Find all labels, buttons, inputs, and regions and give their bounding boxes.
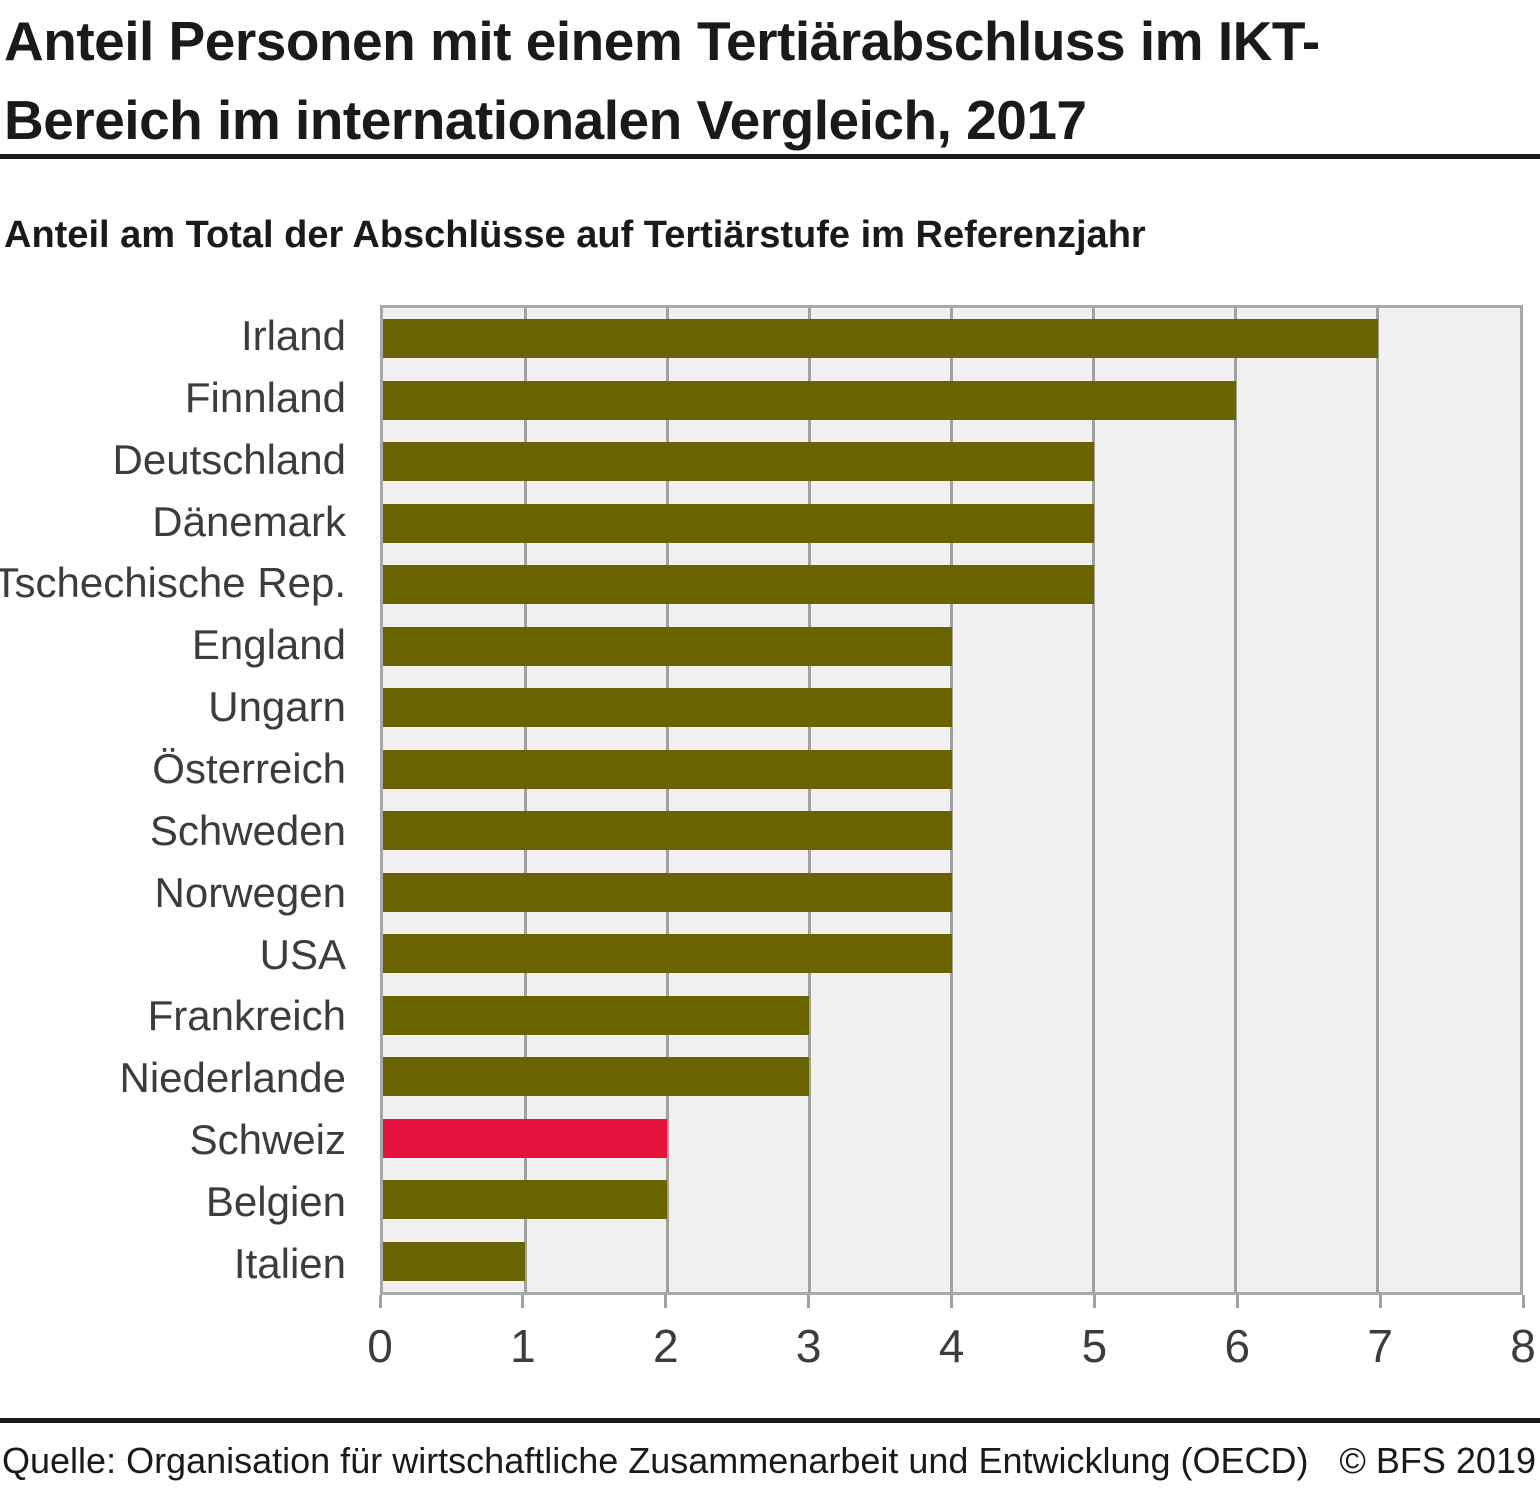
- copyright-text: © BFS 2019: [1339, 1440, 1536, 1481]
- axis-tick-label: 0: [367, 1320, 393, 1372]
- category-label: Ungarn: [208, 683, 346, 731]
- category-labels: Irland Finnland Deutschland Dänemark Tschech…: [0, 305, 346, 1295]
- axis-tick: [807, 1295, 811, 1308]
- category-label: Deutschland: [112, 435, 346, 483]
- axis-tick: [1378, 1295, 1382, 1308]
- gridline: [807, 308, 811, 1292]
- category-label: Schweiz: [189, 1116, 346, 1164]
- axis-tick-label: 6: [1224, 1320, 1251, 1372]
- chart-subtitle: Anteil am Total der Abschlüsse auf Terti…: [4, 214, 1146, 256]
- gridline: [950, 308, 953, 1292]
- gridline: [523, 308, 527, 1292]
- axis-tick: [950, 1295, 953, 1308]
- axis-tick: [1092, 1295, 1096, 1308]
- category-label: Frankreich: [147, 992, 346, 1040]
- category-label: Österreich: [152, 744, 346, 792]
- category-label: Norwegen: [154, 868, 346, 916]
- axis-tick-label: 3: [795, 1320, 822, 1372]
- bar: [383, 442, 1094, 482]
- bar: [383, 319, 1378, 359]
- bar: [383, 565, 1094, 605]
- axis-tick-label: 2: [652, 1320, 679, 1372]
- axis-tick-label: 7: [1367, 1320, 1393, 1372]
- axis-tick: [664, 1295, 668, 1308]
- category-label: Schweden: [149, 806, 346, 854]
- bar: [383, 503, 1094, 543]
- category-label: Niederlande: [119, 1054, 347, 1102]
- footer-divider: [0, 1418, 1540, 1423]
- title-divider: [0, 154, 1540, 159]
- gridline: [1092, 308, 1096, 1292]
- bar: [383, 1180, 668, 1220]
- axis-tick: [1521, 1295, 1525, 1308]
- axis-tick: [378, 1295, 382, 1308]
- bar: [383, 1057, 810, 1097]
- x-axis: 0 1 2 3 4 5 6 7 8: [367, 1295, 1536, 1405]
- gridline: [665, 308, 669, 1292]
- bar: [383, 749, 952, 789]
- gridline: [1234, 308, 1238, 1292]
- axis-tick-label: 8: [1510, 1320, 1536, 1372]
- bar: [383, 1241, 526, 1281]
- gridline: [1376, 308, 1380, 1292]
- category-label: England: [191, 621, 346, 669]
- chart-title: Anteil Personen mit einem Tertiärabschlu…: [4, 10, 1320, 151]
- category-label: Finnland: [184, 373, 346, 421]
- axis-tick-label: 5: [1081, 1320, 1108, 1372]
- bar: [383, 811, 952, 851]
- category-label: Irland: [240, 311, 346, 359]
- footer: Quelle: Organisation für wirtschaftliche…: [2, 1440, 1536, 1482]
- axis-tick: [1235, 1295, 1239, 1308]
- bar: [383, 688, 952, 728]
- axis-tick-label: 4: [938, 1320, 965, 1372]
- category-label: USA: [259, 930, 346, 978]
- bar: [383, 380, 1236, 420]
- category-label: Tschechische Rep.: [0, 559, 346, 607]
- source-text: Quelle: Organisation für wirtschaftliche…: [2, 1440, 1309, 1481]
- axis-tick-label: 1: [510, 1320, 536, 1372]
- bar: [383, 1118, 668, 1158]
- category-label: Italien: [233, 1239, 346, 1287]
- category-label: Belgien: [205, 1177, 346, 1225]
- bar: [383, 872, 952, 912]
- axis-tick: [521, 1295, 525, 1308]
- bar: [383, 995, 810, 1035]
- category-label: Dänemark: [152, 497, 346, 545]
- plot-area: [380, 305, 1523, 1295]
- bar: [383, 934, 952, 974]
- bar: [383, 626, 952, 666]
